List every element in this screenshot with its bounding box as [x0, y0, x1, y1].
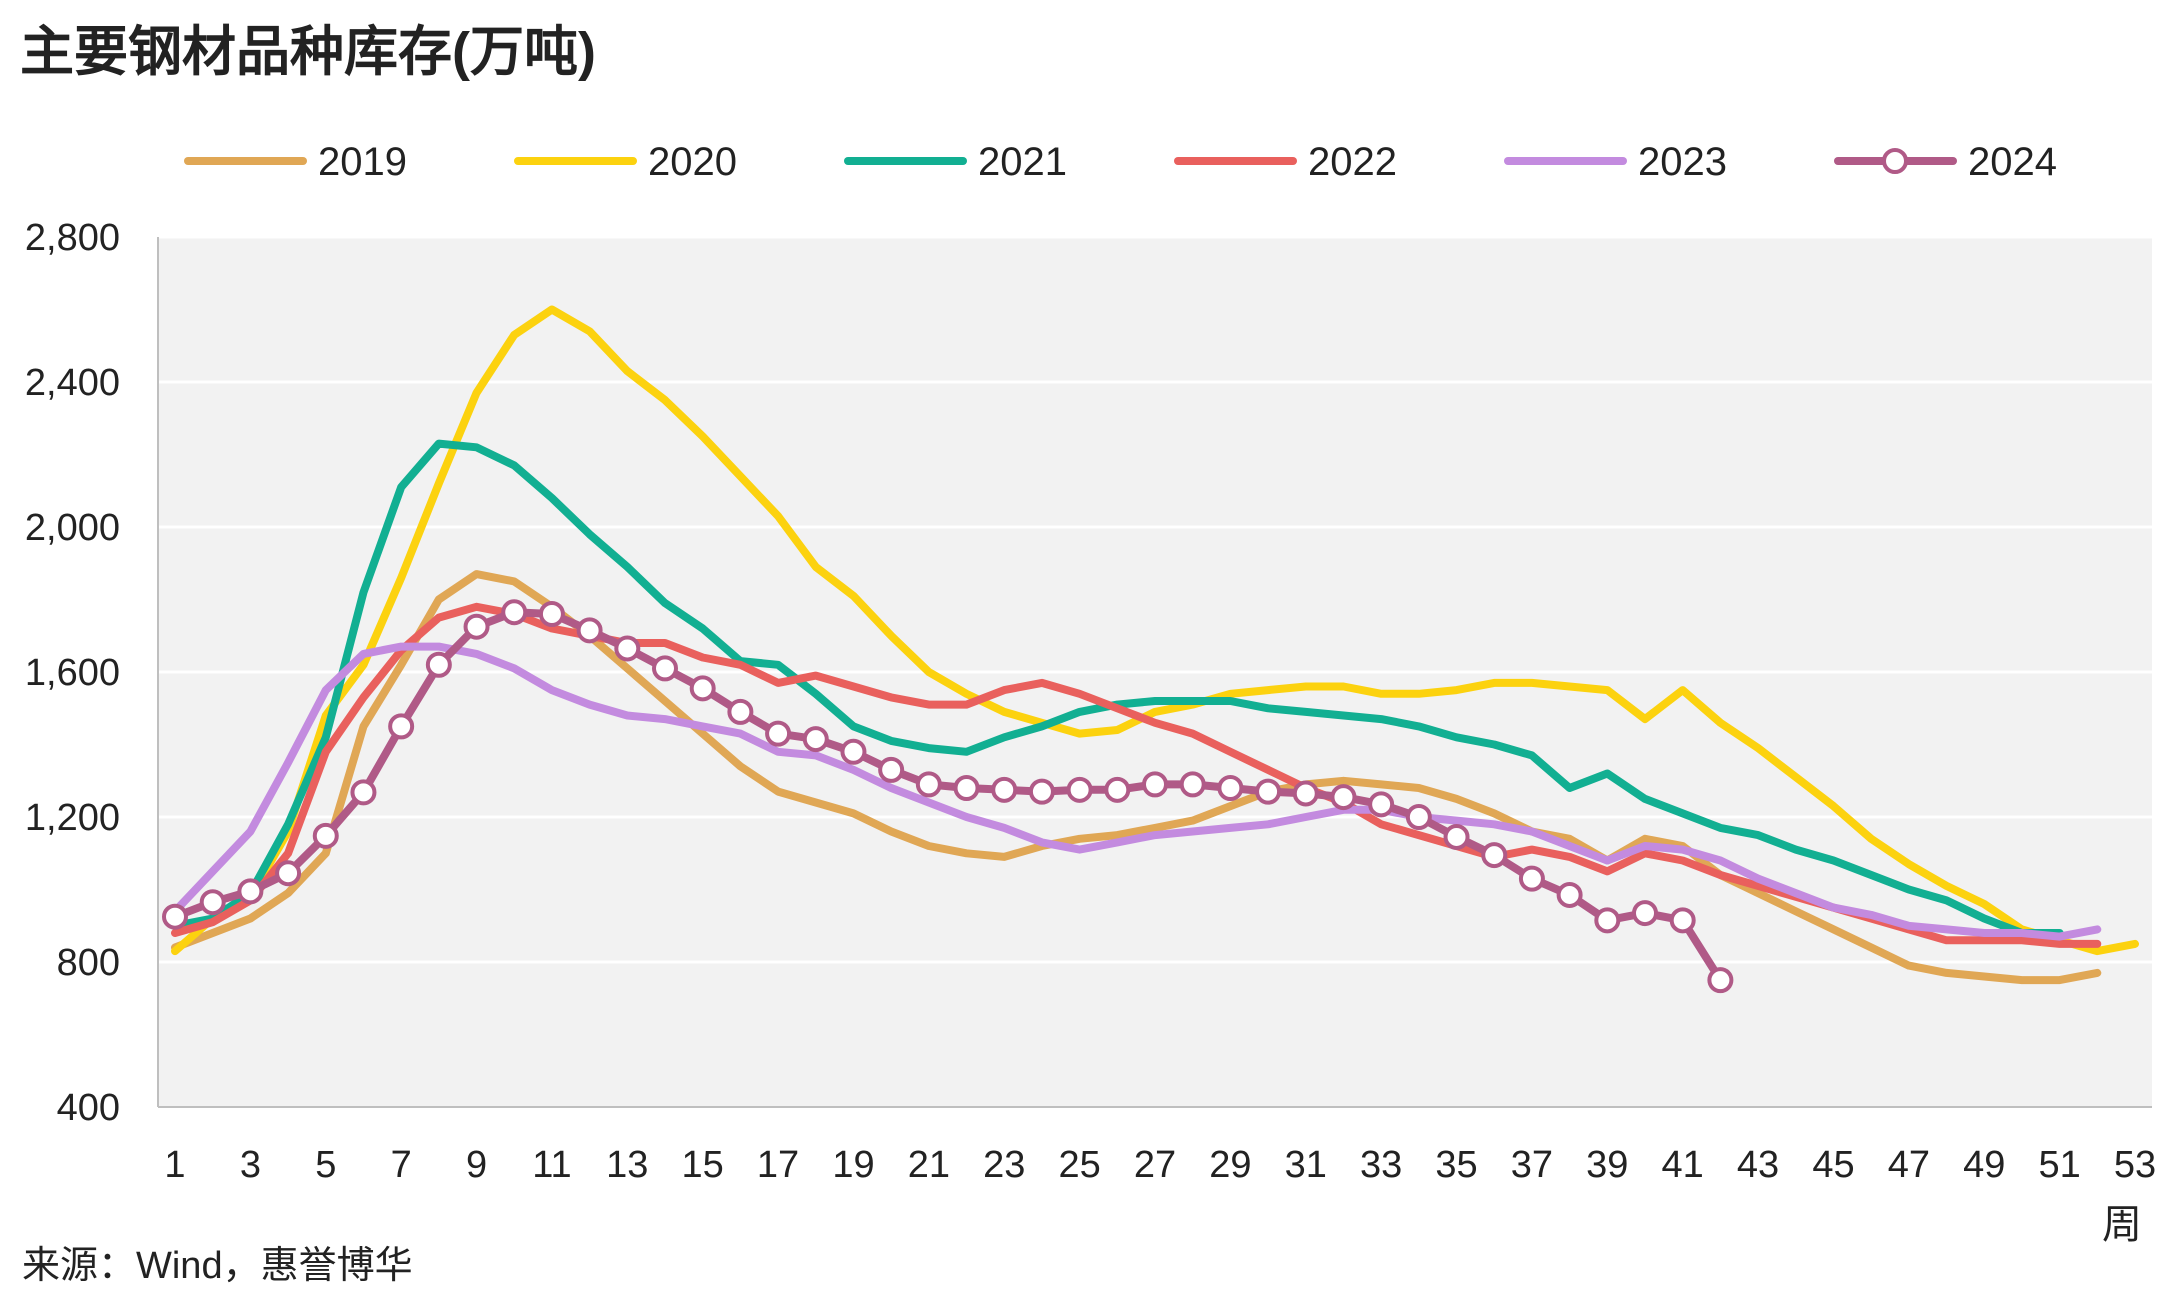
x-tick-label: 31 — [1285, 1144, 1327, 1186]
data-point-2024 — [1028, 778, 1055, 805]
x-tick-label: 1 — [164, 1144, 185, 1186]
legend-label-2019: 2019 — [318, 140, 407, 184]
data-point-2024 — [538, 601, 565, 627]
data-point-2024 — [1217, 775, 1244, 801]
data-point-2024 — [953, 775, 980, 801]
x-axis-label: 周 — [2102, 1203, 2142, 1247]
x-tick-label: 47 — [1888, 1144, 1930, 1186]
x-tick-label: 21 — [908, 1144, 950, 1186]
data-point-2024 — [878, 756, 905, 783]
x-tick-label: 29 — [1209, 1144, 1251, 1186]
data-point-2024 — [1142, 771, 1168, 798]
series-line-2022 — [171, 602, 2102, 948]
x-tick-label: 45 — [1812, 1144, 1854, 1186]
data-point-2024 — [1556, 881, 1583, 908]
chart-title: 主要钢材品种库存(万吨) — [20, 22, 596, 82]
data-point-2024 — [425, 651, 452, 678]
data-point-2024 — [840, 738, 867, 765]
data-point-2024 — [1443, 823, 1470, 850]
data-point-2024 — [237, 878, 264, 905]
data-point-2024 — [765, 720, 792, 747]
x-tick-label: 23 — [983, 1144, 1025, 1186]
source-note: 来源：Wind，惠誉博华 — [22, 1245, 413, 1287]
series-line-2020 — [171, 305, 2139, 956]
data-point-2024 — [1632, 900, 1658, 927]
x-tick-label: 11 — [532, 1144, 571, 1186]
x-tick-label: 7 — [391, 1144, 412, 1186]
x-tick-label: 53 — [2114, 1144, 2156, 1186]
data-point-2024 — [652, 655, 678, 682]
x-tick-label: 35 — [1435, 1144, 1477, 1186]
y-tick-label: 2,800 — [25, 217, 120, 259]
x-tick-label: 37 — [1511, 1144, 1553, 1186]
data-point-2024 — [1104, 776, 1131, 803]
legend-label-2020: 2020 — [648, 140, 737, 184]
chart-legend: 2019 2020 2021 2022 2023 2024 — [184, 140, 2057, 184]
y-tick-label: 800 — [57, 942, 120, 984]
data-point-2024 — [1368, 791, 1395, 818]
y-axis-tick-labels: 400 800 1,200 1,600 2,000 2,400 2,800 — [25, 217, 120, 1129]
data-point-2024 — [1518, 865, 1545, 892]
data-point-2024 — [275, 860, 302, 887]
y-tick-label: 400 — [57, 1087, 120, 1129]
data-point-2024 — [1594, 907, 1621, 934]
data-point-2024 — [463, 613, 490, 640]
legend-label-2022: 2022 — [1308, 140, 1397, 184]
data-point-2024 — [1292, 780, 1319, 807]
series-line-2019 — [171, 570, 2102, 985]
y-tick-label: 1,200 — [25, 797, 120, 839]
y-tick-label: 2,400 — [25, 362, 120, 404]
x-tick-label: 33 — [1360, 1144, 1402, 1186]
y-tick-label: 2,000 — [25, 507, 120, 549]
series-line-2023 — [171, 642, 2102, 941]
data-point-2024 — [1669, 907, 1696, 934]
data-point-2024 — [1707, 967, 1734, 994]
data-point-2024 — [915, 771, 942, 798]
data-point-2024 — [162, 903, 188, 930]
data-point-2024 — [388, 713, 415, 740]
data-point-2024 — [727, 698, 754, 725]
x-tick-label: 39 — [1586, 1144, 1628, 1186]
legend-label-2024: 2024 — [1968, 140, 2057, 184]
data-point-2024 — [576, 617, 603, 644]
x-tick-label: 3 — [240, 1144, 261, 1186]
x-tick-label: 9 — [466, 1144, 487, 1186]
data-point-2024 — [614, 635, 641, 662]
data-point-2024 — [199, 889, 226, 916]
data-point-2024 — [1405, 804, 1432, 830]
x-tick-label: 49 — [1963, 1144, 2005, 1186]
x-axis-tick-labels: 1 3 5 7 9 11 13 15 17 19 21 23 25 27 29 31 33 35 37 39 41 43 4… — [164, 1144, 2156, 1186]
x-tick-label: 15 — [682, 1144, 724, 1186]
x-tick-label: 25 — [1058, 1144, 1100, 1186]
x-tick-label: 41 — [1662, 1144, 1704, 1186]
series-markers — [162, 599, 1734, 994]
x-tick-label: 5 — [315, 1144, 336, 1186]
data-point-2024 — [1255, 778, 1282, 805]
data-point-2024 — [991, 776, 1018, 803]
y-tick-label: 1,600 — [25, 652, 120, 694]
legend-label-2023: 2023 — [1638, 140, 1727, 184]
data-point-2024 — [312, 822, 339, 849]
x-tick-label: 13 — [606, 1144, 648, 1186]
x-tick-label: 17 — [757, 1144, 799, 1186]
x-tick-label: 19 — [832, 1144, 874, 1186]
x-tick-label: 27 — [1134, 1144, 1176, 1186]
data-point-2024 — [1330, 784, 1357, 811]
data-point-2024 — [501, 599, 528, 626]
data-point-2024 — [1481, 842, 1508, 869]
x-tick-label: 51 — [2038, 1144, 2080, 1186]
data-point-2024 — [1066, 776, 1093, 803]
data-point-2024 — [802, 726, 829, 753]
x-tick-label: 43 — [1737, 1144, 1779, 1186]
legend-marker-2024 — [1882, 148, 1908, 174]
data-point-2024 — [350, 779, 377, 806]
legend-label-2021: 2021 — [978, 140, 1067, 184]
data-point-2024 — [689, 675, 716, 702]
grid-lines — [158, 235, 2152, 964]
data-point-2024 — [1179, 771, 1206, 798]
